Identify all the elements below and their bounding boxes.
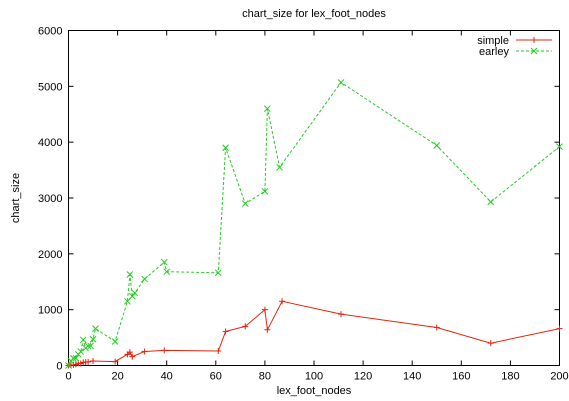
data-point-earley [487, 198, 495, 206]
data-point-simple [126, 349, 133, 356]
y-tick-label: 0 [56, 361, 62, 373]
data-point-simple [338, 311, 345, 318]
data-point-earley [337, 79, 345, 86]
data-point-earley [222, 144, 229, 152]
data-point-earley [276, 163, 283, 171]
data-point-earley [128, 292, 136, 300]
data-point-simple [85, 358, 92, 365]
x-tick-label: 60 [210, 371, 222, 383]
data-point-earley [79, 336, 87, 344]
data-point-earley [241, 200, 249, 207]
data-point-simple [279, 298, 286, 305]
data-point-simple [112, 358, 119, 365]
legend-label-earley: earley [479, 46, 509, 58]
data-point-simple [433, 324, 440, 331]
y-tick-label: 5000 [38, 81, 62, 93]
legend-marker-earley [530, 47, 538, 55]
legend: simple earley [477, 35, 552, 58]
x-tick-label: 140 [403, 371, 421, 383]
data-point-simple [90, 358, 97, 365]
data-point-simple [141, 348, 148, 355]
x-axis-ticks: 0 20 40 60 80 100 120 140 160 180 200 [65, 30, 569, 383]
x-axis-label: lex_foot_nodes [277, 385, 352, 397]
x-tick-label: 20 [111, 371, 123, 383]
y-axis-ticks: 0 1000 2000 3000 4000 5000 6000 [38, 26, 560, 373]
legend-label-simple: simple [477, 35, 509, 47]
series-earley [65, 79, 563, 369]
x-tick-label: 200 [550, 371, 568, 383]
plot-frame [68, 30, 560, 366]
data-point-earley [160, 258, 168, 266]
data-point-earley [214, 269, 222, 277]
data-point-simple [215, 347, 222, 354]
data-point-simple [129, 353, 136, 360]
data-point-earley [89, 335, 97, 343]
data-point-simple [222, 328, 229, 335]
data-point-earley [87, 342, 94, 350]
data-point-earley [163, 268, 171, 276]
data-point-earley [92, 325, 99, 333]
data-point-earley [264, 105, 271, 113]
y-axis-label: chart_size [10, 173, 22, 223]
series-line-simple [68, 300, 560, 366]
data-point-earley [131, 289, 139, 297]
data-point-earley [261, 187, 269, 195]
y-tick-label: 4000 [38, 137, 62, 149]
data-point-simple [556, 325, 563, 332]
data-point-simple [161, 347, 168, 354]
data-point-simple [487, 340, 494, 347]
data-point-earley [111, 338, 119, 345]
x-tick-label: 40 [161, 371, 173, 383]
data-point-earley [141, 275, 148, 283]
legend-marker-simple [531, 37, 537, 43]
series-simple [65, 298, 563, 369]
x-tick-label: 100 [305, 371, 323, 383]
data-point-earley [70, 354, 77, 362]
y-tick-label: 1000 [38, 305, 62, 317]
x-tick-label: 80 [259, 371, 271, 383]
chart-title: chart_size for lex_foot_nodes [242, 8, 386, 20]
x-tick-label: 120 [354, 371, 372, 383]
data-point-earley [84, 342, 92, 350]
data-point-earley [556, 143, 563, 150]
data-point-simple [261, 306, 268, 313]
series-line-earley [68, 81, 560, 366]
data-point-earley [72, 354, 80, 362]
data-point-earley [65, 362, 72, 369]
y-tick-label: 3000 [38, 193, 62, 205]
data-point-earley [433, 142, 441, 149]
data-point-earley [77, 348, 85, 355]
x-tick-label: 160 [452, 371, 470, 383]
y-tick-label: 6000 [38, 26, 62, 38]
data-point-simple [242, 323, 249, 330]
series-layer [65, 79, 563, 369]
data-point-simple [264, 326, 271, 333]
y-tick-label: 2000 [38, 249, 62, 261]
x-tick-label: 180 [501, 371, 519, 383]
data-point-earley [126, 271, 134, 278]
x-tick-label: 0 [65, 371, 71, 383]
